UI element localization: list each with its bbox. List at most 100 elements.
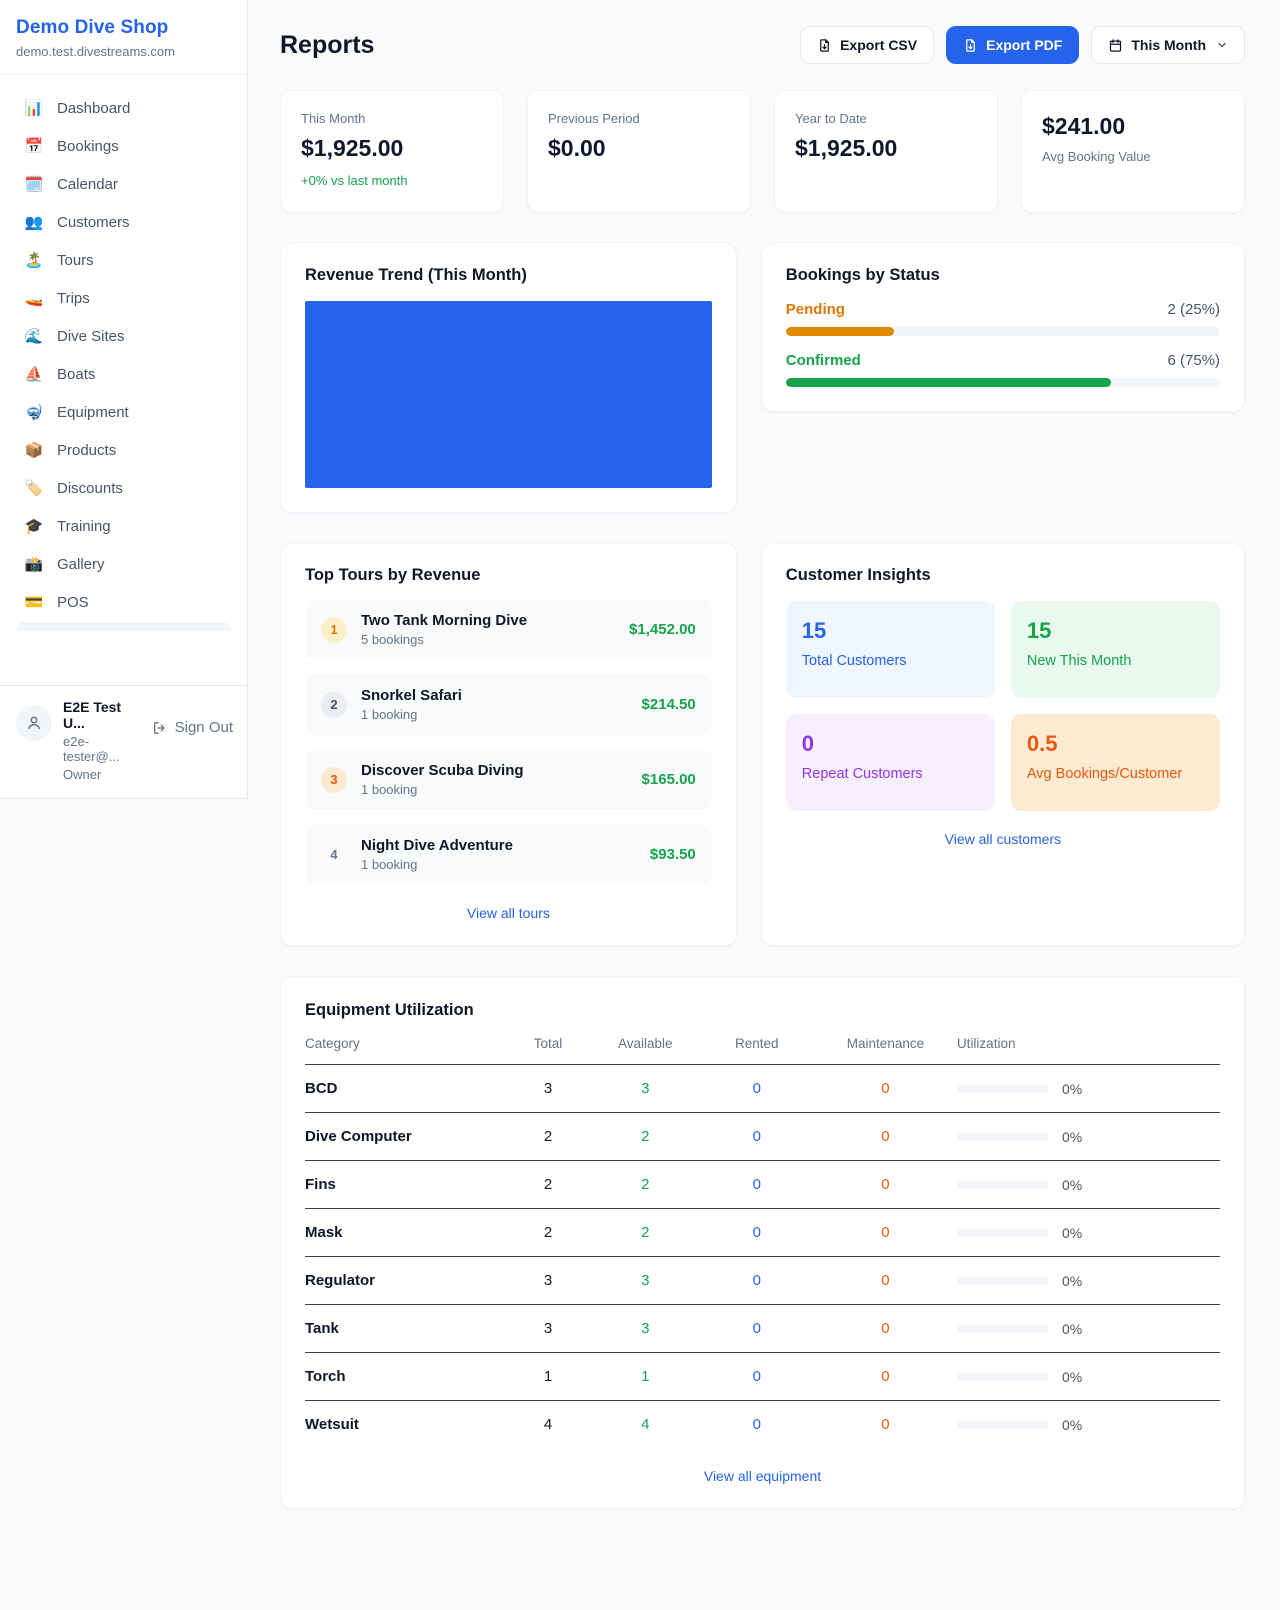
rank-badge: 2 <box>321 691 347 718</box>
table-row: Wetsuit 4 4 0 0 0% <box>305 1401 1220 1448</box>
sidebar-item-boats[interactable]: ⛵ Boats <box>8 355 239 393</box>
charts-row: Revenue Trend (This Month) Bookings by S… <box>280 243 1245 513</box>
view-all-customers-link[interactable]: View all customers <box>944 831 1062 847</box>
utilization-track <box>956 1420 1049 1429</box>
view-all-equipment-link[interactable]: View all equipment <box>703 1468 822 1484</box>
panel-title: Revenue Trend (This Month) <box>305 266 527 284</box>
stat-card-this-month: This Month $1,925.00 +0% vs last month <box>280 90 504 213</box>
cell-total: 1 <box>543 1368 553 1385</box>
sidebar-item-tours[interactable]: 🏝️ Tours <box>8 241 239 279</box>
discounts-icon: 🏷️ <box>24 480 44 497</box>
top-tours-panel: Top Tours by Revenue 1 Two Tank Morning … <box>280 543 737 946</box>
sidebar-item-training[interactable]: 🎓 Training <box>8 507 239 545</box>
stats-row: This Month $1,925.00 +0% vs last month P… <box>280 90 1245 213</box>
table-row: Fins 2 2 0 0 0% <box>305 1161 1220 1209</box>
status-value: 6 (75%) <box>1167 352 1220 369</box>
customer-insights-panel: Customer Insights 15 Total Customers 15 … <box>760 543 1245 946</box>
sidebar-item-label: Customers <box>57 213 130 231</box>
export-pdf-button[interactable]: Export PDF <box>946 26 1080 64</box>
cell-category: Mask <box>305 1224 343 1241</box>
sidebar-item-dive-sites[interactable]: 🌊 Dive Sites <box>8 317 239 355</box>
tile-label: Repeat Customers <box>801 766 923 782</box>
period-dropdown[interactable]: This Month <box>1091 26 1245 64</box>
user-email: e2e-tester@... <box>63 734 120 764</box>
tour-name: Discover Scuba Diving <box>361 762 524 779</box>
utilization-track <box>956 1228 1049 1237</box>
tile-repeat-customers: 0 Repeat Customers <box>785 714 995 811</box>
cell-total: 4 <box>543 1416 553 1433</box>
stat-label: Year to Date <box>795 111 867 126</box>
export-csv-button[interactable]: Export CSV <box>800 26 935 64</box>
calendar-icon <box>1110 38 1122 52</box>
sidebar-nav: 📊 Dashboard 📅 Bookings 🗓️ Calendar 👥 Cus… <box>0 75 247 685</box>
stat-label: Previous Period <box>548 111 640 126</box>
table-row: BCD 3 3 0 0 0% <box>305 1065 1220 1113</box>
main-content: Reports Export CSV Export PDF This Month <box>248 0 1280 1549</box>
cell-maintenance: 0 <box>881 1320 890 1337</box>
cell-category: Torch <box>305 1368 346 1385</box>
sidebar-item-equipment[interactable]: 🤿 Equipment <box>8 393 239 431</box>
tour-amount: $93.50 <box>649 846 696 863</box>
status-value: 2 (25%) <box>1167 301 1220 318</box>
utilization-label: 0% <box>1061 1368 1083 1385</box>
sidebar-item-customers[interactable]: 👥 Customers <box>8 203 239 241</box>
table-row: Torch 1 1 0 0 0% <box>305 1353 1220 1401</box>
col-rented: Rented <box>735 1036 779 1051</box>
panel-title: Top Tours by Revenue <box>305 566 481 584</box>
rank-badge: 4 <box>330 847 338 862</box>
tour-amount: $1,452.00 <box>629 621 696 638</box>
sidebar-item-label: Dashboard <box>57 99 131 117</box>
tile-value: 15 <box>1026 618 1052 643</box>
page-header: Reports Export CSV Export PDF This Month <box>280 26 1245 64</box>
stat-card-previous-period: Previous Period $0.00 <box>527 90 751 213</box>
table-row: Regulator 3 3 0 0 0% <box>305 1257 1220 1305</box>
sidebar-item-calendar[interactable]: 🗓️ Calendar <box>8 165 239 203</box>
cell-utilization: 0% <box>956 1177 1220 1193</box>
chevron-down-icon <box>1218 42 1226 48</box>
cell-maintenance: 0 <box>881 1128 890 1145</box>
cell-maintenance: 0 <box>881 1416 890 1433</box>
sign-out-icon <box>153 721 165 734</box>
sidebar-item-dashboard[interactable]: 📊 Dashboard <box>8 89 239 127</box>
sign-out-button[interactable]: Sign Out <box>152 719 233 736</box>
stat-card-year-to-date: Year to Date $1,925.00 <box>774 90 998 213</box>
sidebar-item-gallery[interactable]: 📸 Gallery <box>8 545 239 583</box>
cell-utilization: 0% <box>956 1225 1220 1241</box>
tour-bookings: 1 booking <box>361 707 418 722</box>
sidebar-user-footer: E2E Test U... e2e-tester@... Owner Sign … <box>0 685 247 798</box>
sidebar-item-label: Calendar <box>57 175 118 193</box>
tour-bookings: 5 bookings <box>361 632 424 647</box>
status-row-confirmed: Confirmed 6 (75%) <box>785 352 1220 387</box>
tours-icon: 🏝️ <box>24 252 44 269</box>
rank-badge: 3 <box>321 766 347 793</box>
sidebar-item-bookings[interactable]: 📅 Bookings <box>8 127 239 165</box>
col-total: Total <box>533 1036 563 1051</box>
cell-available: 1 <box>641 1368 650 1385</box>
stat-label: Avg Booking Value <box>1042 149 1151 164</box>
boats-icon: ⛵ <box>24 366 44 383</box>
training-icon: 🎓 <box>24 518 44 535</box>
cell-available: 3 <box>641 1272 650 1289</box>
sidebar-item-pos[interactable]: 💳 POS <box>8 583 239 621</box>
sidebar-item-label: Gallery <box>57 555 105 573</box>
panel-title: Equipment Utilization <box>305 1001 474 1019</box>
dashboard-icon: 📊 <box>24 100 44 117</box>
utilization-label: 0% <box>1061 1320 1083 1337</box>
sidebar-item-products[interactable]: 📦 Products <box>8 431 239 469</box>
cell-available: 2 <box>641 1128 650 1145</box>
cell-maintenance: 0 <box>881 1368 890 1385</box>
stat-value: $0.00 <box>548 135 606 161</box>
cell-category: Dive Computer <box>305 1128 412 1145</box>
utilization-track <box>956 1132 1049 1141</box>
cell-rented: 0 <box>752 1272 761 1289</box>
col-category: Category <box>305 1036 360 1051</box>
user-role: Owner <box>63 767 102 782</box>
panel-title: Customer Insights <box>785 566 931 584</box>
sidebar-item-discounts[interactable]: 🏷️ Discounts <box>8 469 239 507</box>
sidebar-item-trips[interactable]: 🚤 Trips <box>8 279 239 317</box>
view-all-tours-link[interactable]: View all tours <box>466 905 550 921</box>
stat-value: $1,925.00 <box>301 135 404 161</box>
sidebar-item-reports-partial[interactable] <box>16 622 231 631</box>
sidebar-item-label: Trips <box>57 289 90 307</box>
cell-utilization: 0% <box>956 1273 1220 1289</box>
